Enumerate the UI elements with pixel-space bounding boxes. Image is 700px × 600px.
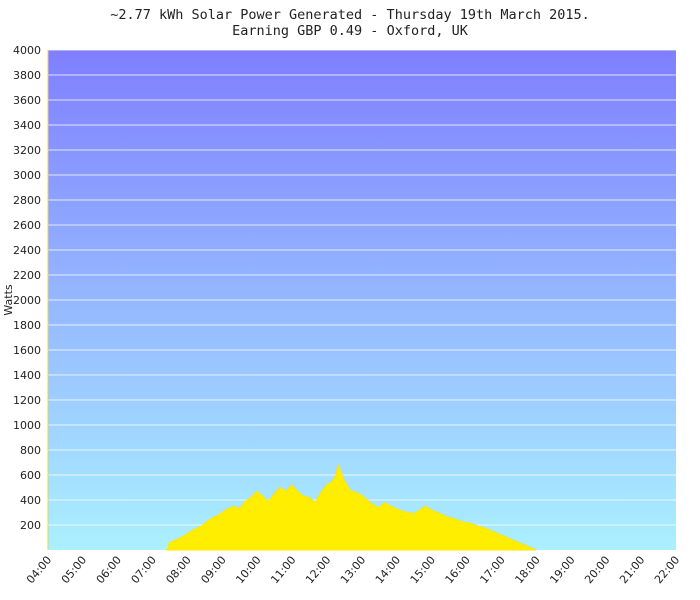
x-tick-label: 11:00 (268, 554, 298, 587)
power-area (166, 463, 537, 551)
x-tick-label: 16:00 (443, 554, 473, 587)
grid-lines (48, 49, 676, 526)
x-tick-label: 14:00 (373, 554, 403, 587)
y-tick-label: 1400 (13, 369, 41, 382)
y-tick-label: 3800 (13, 69, 41, 82)
y-tick-label: 600 (20, 469, 41, 482)
y-tick-label: 1200 (13, 394, 41, 407)
y-tick-label: 2200 (13, 269, 41, 282)
x-tick-label: 18:00 (512, 554, 542, 587)
x-tick-label: 04:00 (24, 554, 54, 587)
x-tick-label: 09:00 (198, 554, 228, 587)
x-tick-label: 17:00 (478, 554, 508, 587)
x-tick-label: 06:00 (94, 554, 124, 587)
y-tick-label: 3600 (13, 94, 41, 107)
x-tick-label: 19:00 (547, 554, 577, 587)
y-tick-label: 400 (20, 494, 41, 507)
y-tick-label: 3400 (13, 119, 41, 132)
chart-title: ~2.77 kWh Solar Power Generated - Thursd… (110, 7, 590, 23)
y-tick-label: 1600 (13, 344, 41, 357)
y-tick-label: 3200 (13, 144, 41, 157)
x-tick-label: 08:00 (164, 554, 194, 587)
x-tick-label: 07:00 (129, 554, 159, 587)
y-tick-label: 4000 (13, 44, 41, 57)
x-tick-label: 12:00 (303, 554, 333, 587)
y-tick-label: 2800 (13, 194, 41, 207)
chart-subtitle: Earning GBP 0.49 - Oxford, UK (232, 23, 469, 39)
y-axis-label: Watts (2, 284, 15, 316)
y-tick-label: 2000 (13, 294, 41, 307)
x-tick-label: 22:00 (652, 554, 682, 587)
y-tick-label: 2600 (13, 219, 41, 232)
x-tick-labels: 04:00 05:00 06:00 07:00 08:00 09:00 10:00 11:00… (24, 554, 682, 587)
y-tick-label: 800 (20, 444, 41, 457)
x-tick-label: 05:00 (59, 554, 89, 587)
x-tick-label: 10:00 (233, 554, 263, 587)
x-tick-label: 13:00 (338, 554, 368, 587)
y-tick-label: 2400 (13, 244, 41, 257)
y-tick-label: 1000 (13, 419, 41, 432)
y-tick-label: 1800 (13, 319, 41, 332)
y-tick-label: 200 (20, 519, 41, 532)
y-tick-label: 3000 (13, 169, 41, 182)
y-tick-labels: 200 400 600 800 1000 1200 1400 1600 1800 2000 2200… (13, 44, 41, 532)
x-tick-label: 20:00 (582, 554, 612, 587)
x-tick-label: 21:00 (617, 554, 647, 587)
x-tick-label: 15:00 (408, 554, 438, 587)
